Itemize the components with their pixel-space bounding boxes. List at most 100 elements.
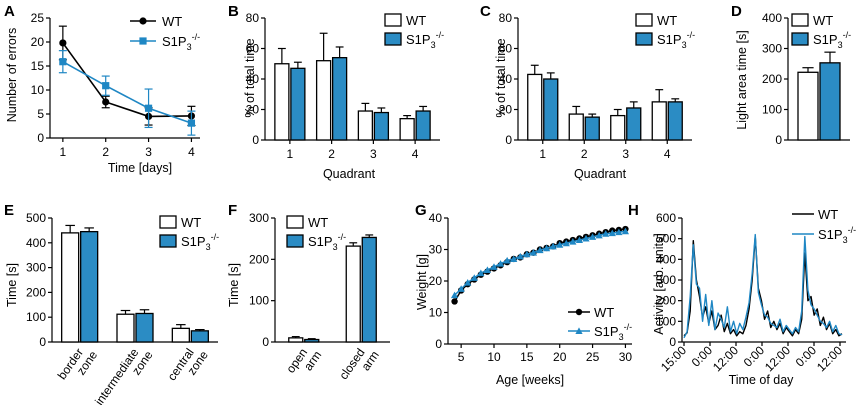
- panel-g-xlabel: Age [weeks]: [496, 373, 564, 387]
- panel-d-ytick-label: 0: [775, 133, 782, 147]
- panel-h-ytick-label: 500: [656, 232, 676, 246]
- panel-c-ytick-label: 40: [499, 72, 513, 86]
- panel-a-point-wt: [102, 98, 110, 106]
- panel-c-xlabel: Quadrant: [574, 167, 627, 181]
- panel-a-point-wt: [59, 39, 67, 47]
- panel-c-legend-wt-label: WT: [657, 13, 677, 28]
- panel-f-ytick-label: 300: [249, 211, 269, 225]
- panel-g-point-ko: [569, 238, 577, 245]
- panel-h-ytick-label: 400: [656, 252, 676, 266]
- panel-g: 0 10 20 30 40 5 10 15 20 25 30 WT S1P3-/-: [429, 211, 633, 364]
- panel-a-xtick-label: 4: [188, 145, 195, 159]
- panel-b-xlabel: Quadrant: [323, 167, 376, 181]
- panel-e-bar-ko: [80, 230, 99, 343]
- panel-label-b: B: [228, 3, 239, 20]
- panel-label-c: C: [480, 3, 491, 20]
- panel-h-ytick-label: 100: [656, 314, 676, 328]
- panel-g-point-ko: [477, 269, 485, 277]
- panel-e-bar-wt: [61, 232, 80, 343]
- panel-a-line-wt: [62, 42, 192, 118]
- panel-b-ytick-label: 0: [252, 133, 259, 147]
- panel-c-xtick-label: 4: [664, 147, 671, 161]
- panel-d-ylabel: Light area time [s]: [735, 30, 749, 129]
- panel-g-legend-wt-marker: [575, 308, 583, 316]
- panel-c-bar-wt: [527, 73, 543, 141]
- panel-f-bar-ko: [304, 338, 320, 343]
- panel-h-xlabel: Time of day: [729, 373, 795, 387]
- panel-f-legend-wt-swatch: [286, 215, 304, 229]
- panel-c-ytick-label: 0: [505, 133, 512, 147]
- panel-g-point-ko: [529, 249, 538, 256]
- panel-a-xlabel: Time [days]: [108, 161, 172, 175]
- panel-e-ytick-label: 300: [26, 261, 46, 275]
- panel-g-point-ko: [516, 252, 524, 260]
- panel-g-ytick-label: 30: [429, 243, 443, 257]
- panel-g-point-ko: [464, 278, 472, 286]
- panel-g-line-wt: [453, 228, 626, 302]
- panel-e-ytick-label: 0: [39, 335, 46, 349]
- panel-e-ytick-label: 200: [26, 285, 46, 299]
- panel-f-legend-ko-swatch: [286, 234, 304, 248]
- panel-b-xtick-label: 3: [370, 147, 377, 161]
- panel-label-h: H: [628, 202, 639, 219]
- panel-c-xtick-label: 2: [581, 147, 588, 161]
- panel-g-ytick-label: 20: [429, 274, 443, 288]
- panel-c-legend-ko-label: S1P3-/-: [657, 30, 695, 50]
- panel-b-legend-wt-label: WT: [406, 13, 426, 28]
- panel-label-e: E: [4, 202, 14, 219]
- panel-label-a: A: [4, 3, 15, 20]
- panel-c-bar-ko: [626, 107, 642, 141]
- panel-a-xtick-label: 1: [60, 145, 67, 159]
- panel-e-legend-ko-label: S1P3-/-: [181, 232, 219, 252]
- panel-a-line-ko: [62, 60, 192, 124]
- panel-h-xtick-label: 12:00: [814, 343, 845, 374]
- panel-f-ytick-label: 200: [249, 252, 269, 266]
- panel-c-bar-wt: [651, 101, 667, 141]
- panel-g-legend-wt-label: WT: [594, 305, 614, 320]
- panel-b-ytick-label: 80: [246, 11, 260, 25]
- panel-b-bar-wt: [274, 63, 290, 141]
- panel-b-bar-wt: [315, 60, 332, 141]
- panel-d-ytick-label: 100: [762, 103, 782, 117]
- panel-b-ytick-label: 40: [246, 72, 260, 86]
- panel-label-d: D: [731, 3, 742, 20]
- panel-c-legend-ko-swatch: [635, 32, 653, 46]
- panel-g-legend-ko-label: S1P3-/-: [594, 322, 632, 342]
- panel-a-xtick-label: 3: [145, 145, 152, 159]
- panel-e-xtick-label: centralzone: [165, 341, 211, 391]
- panel-c-bar-ko: [584, 116, 600, 141]
- panel-h-ytick-label: 300: [656, 273, 676, 287]
- panel-f-bar-ko: [361, 236, 377, 343]
- panel-a: 0 5 10 15 20 25 1 2 3 4 WT S1P3-/-: [31, 11, 200, 159]
- panel-g-point-ko: [575, 236, 584, 244]
- panel-d-ytick-label: 200: [762, 72, 782, 86]
- panel-e-ytick-label: 100: [26, 310, 46, 324]
- panel-b-xtick-label: 1: [287, 147, 294, 161]
- panel-g-point-ko: [595, 231, 603, 239]
- panel-g-point-ko: [483, 266, 492, 273]
- panel-g-xtick-label: 15: [520, 350, 534, 364]
- panel-b-bar-ko: [373, 111, 390, 141]
- panel-e-xtick-label: borderzone: [55, 341, 101, 390]
- panel-f: 0 100 200 300 openarm closedarm WT S1P3-/-: [249, 211, 390, 382]
- panel-e-ytick-label: 500: [26, 211, 46, 225]
- panel-label-f: F: [228, 202, 237, 219]
- panel-g-point-ko: [457, 285, 465, 292]
- panel-d-bar-wt: [797, 71, 819, 141]
- panel-d-ytick-label: 300: [762, 42, 782, 56]
- panel-f-bar-wt: [345, 245, 361, 343]
- panel-g-point-ko: [615, 228, 623, 236]
- panel-h-line-ko: [683, 233, 843, 339]
- panel-c-bar-ko: [543, 78, 559, 141]
- panel-h-xtick-label: 15:00: [658, 343, 689, 374]
- panel-h-xtick-label: 12:00: [710, 343, 741, 374]
- panel-g-point-ko: [549, 242, 557, 250]
- panel-g-point-ko: [496, 260, 505, 267]
- panel-g-ytick-label: 0: [435, 337, 442, 351]
- panel-g-xtick-label: 20: [553, 350, 567, 364]
- panel-a-ytick-label: 20: [31, 35, 45, 49]
- panel-f-ytick-label: 0: [262, 335, 269, 349]
- panel-b-legend-ko-swatch: [384, 32, 402, 46]
- panel-b-bar-wt: [357, 110, 374, 141]
